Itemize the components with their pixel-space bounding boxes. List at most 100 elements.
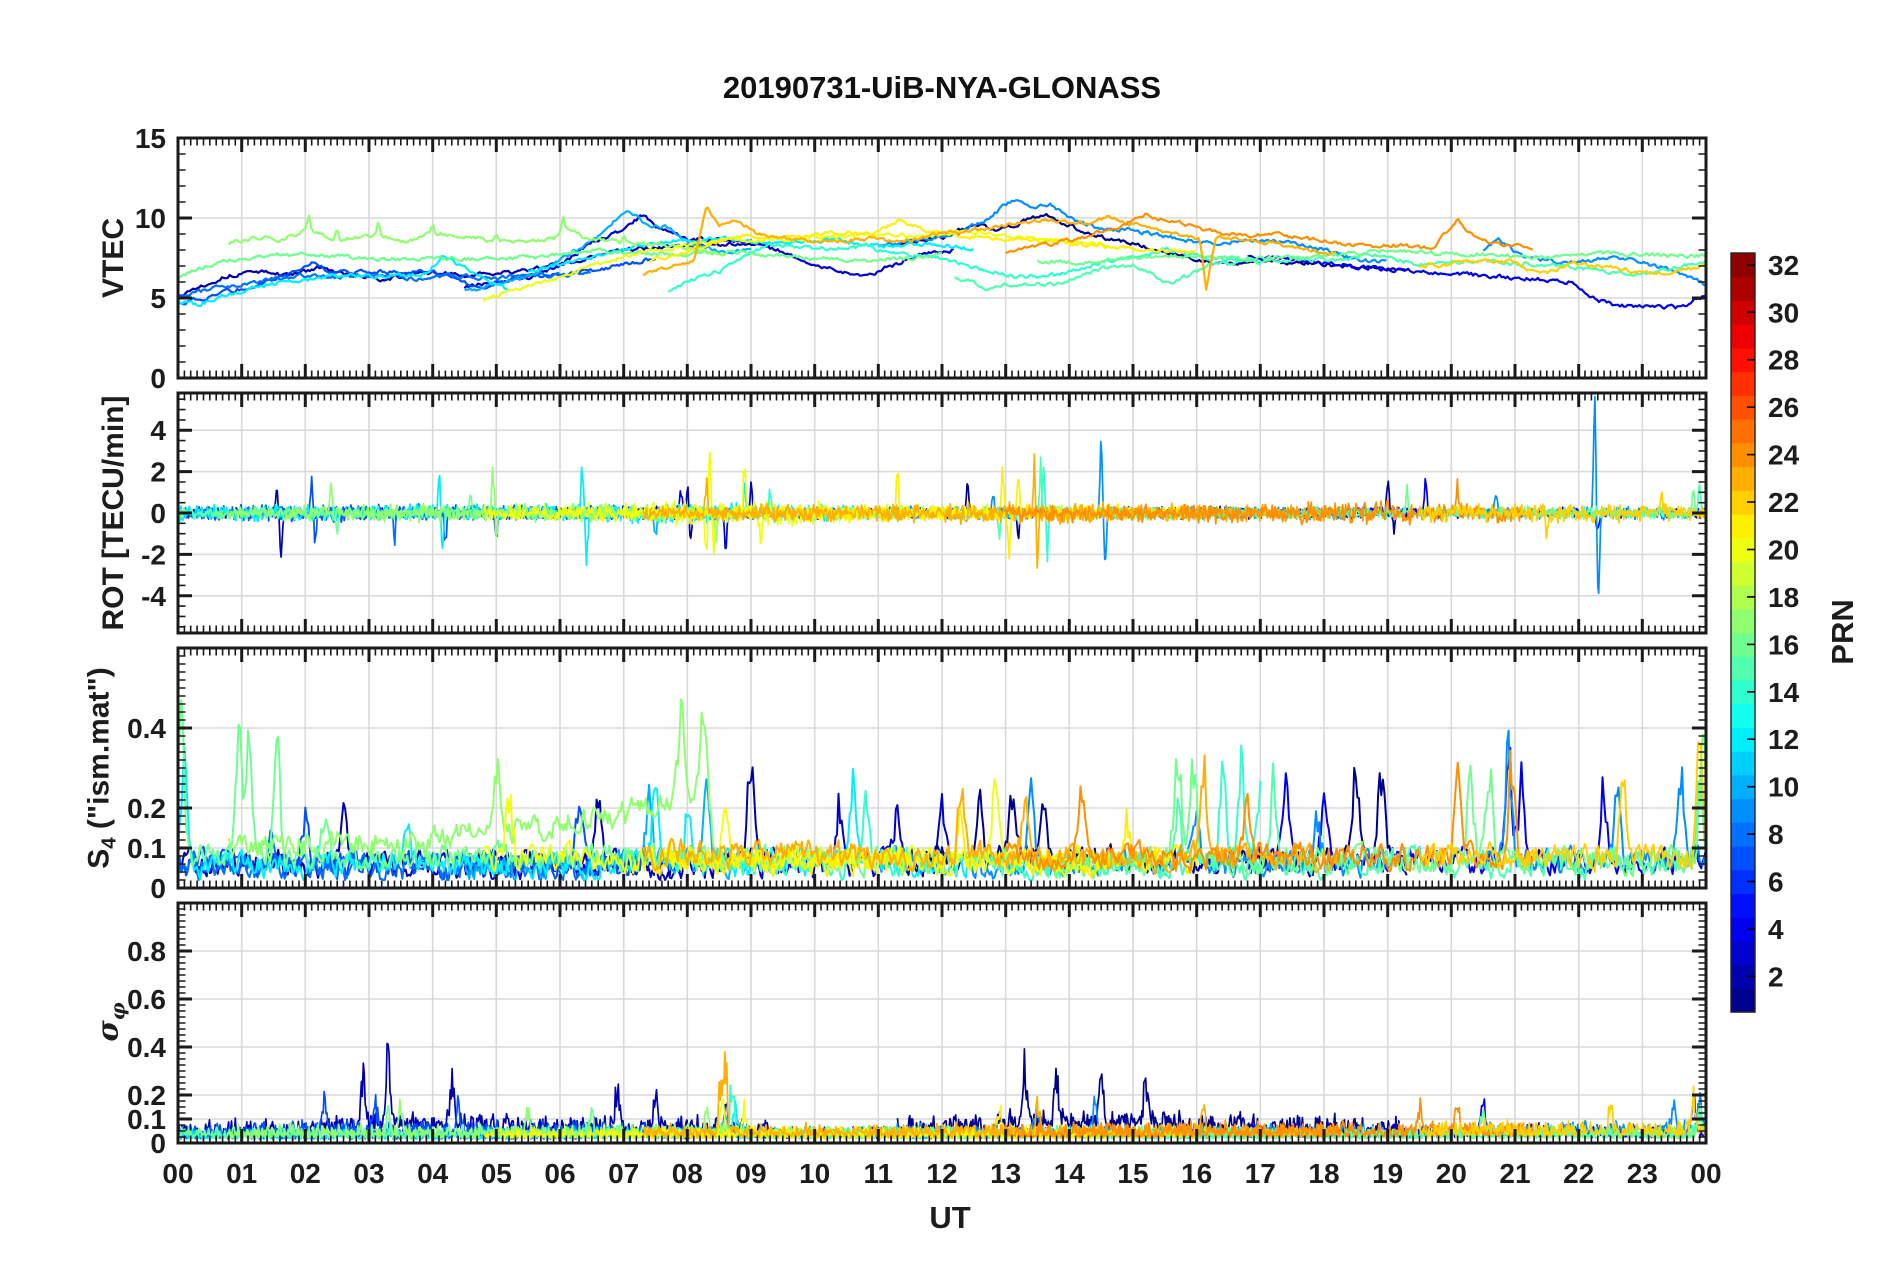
ytick-label: 10 xyxy=(135,203,166,234)
major-ticks xyxy=(176,394,1708,632)
trace-prn9 xyxy=(1482,237,1706,287)
ytick-label: 0.8 xyxy=(127,936,166,967)
ylabel-sigma-sub: φ xyxy=(105,1002,130,1021)
xtick-label: 03 xyxy=(353,1158,384,1189)
colorbar-band xyxy=(1731,466,1755,491)
xtick-label: 12 xyxy=(926,1158,957,1189)
trace-prn23 xyxy=(641,754,1338,875)
minor-ticks xyxy=(179,139,1705,377)
ylabel-sigma-pre: σ xyxy=(90,1020,125,1042)
ytick-label: 0.1 xyxy=(127,1104,166,1135)
colorbar-tick-label: 30 xyxy=(1768,297,1799,328)
ytick-label: 0 xyxy=(150,498,166,529)
xtick-label: 21 xyxy=(1499,1158,1530,1189)
trace-prn10 xyxy=(464,210,752,292)
panel-sigma_phi: 00.10.2 0.4 0.6 0.8 00 01 02 03 04 05 06 07 08 09 10 11… xyxy=(127,901,1722,1189)
colorbar-tick-label: 14 xyxy=(1768,677,1800,708)
trace-prn22 xyxy=(1418,1085,1706,1138)
ytick-label: -4 xyxy=(141,581,166,612)
gridlines xyxy=(178,903,1706,1143)
colorbar-band xyxy=(1731,703,1755,728)
xtick-label: 02 xyxy=(290,1158,321,1189)
trace-prn16 xyxy=(178,247,943,279)
ytick-label: 0.2 xyxy=(127,1080,166,1111)
trace-prn20 xyxy=(482,451,1108,556)
ytick-label: 15 xyxy=(135,123,166,154)
xtick-label: 06 xyxy=(544,1158,575,1189)
ylabel-s4-pre: S xyxy=(82,848,116,869)
ytick-label: 0.1 xyxy=(127,833,166,864)
ytick-label: 2 xyxy=(150,457,166,488)
colorbar-band xyxy=(1731,324,1755,349)
ytick-label: -2 xyxy=(141,539,166,570)
colorbar-tick-label: 2 xyxy=(1768,961,1784,992)
colorbar-tick-label: 18 xyxy=(1768,582,1799,613)
colorbar-band xyxy=(1731,751,1755,776)
panel-border xyxy=(176,646,1708,890)
colorbar-band xyxy=(1731,608,1755,634)
ytick-label: 5 xyxy=(150,283,166,314)
trace-prn8 xyxy=(178,829,593,881)
trace-prn4 xyxy=(1247,254,1706,310)
colorbar-band xyxy=(1731,371,1755,396)
ytick-label: 0.6 xyxy=(127,984,166,1015)
colorbar-band xyxy=(1731,988,1755,1013)
colorbar-border xyxy=(1730,252,1756,1013)
xtick-label: 17 xyxy=(1245,1158,1276,1189)
trace-prn1 xyxy=(896,1047,1408,1139)
colorbar-band xyxy=(1731,561,1755,586)
xtick-label: 16 xyxy=(1181,1158,1212,1189)
panel-rot: -4 -2 0 2 4 xyxy=(141,391,1708,635)
xtick-label: 04 xyxy=(417,1158,449,1189)
xtick-label: 00 xyxy=(1690,1158,1721,1189)
ytick-label: 0 xyxy=(150,873,166,904)
colorbar-band xyxy=(1731,893,1755,918)
chart-title: 20190731-UiB-NYA-GLONASS xyxy=(722,70,1162,105)
trace-prn24 xyxy=(1005,212,1534,255)
panel-border xyxy=(176,136,1708,380)
trace-prn22 xyxy=(1419,741,1706,873)
minor-ticks xyxy=(179,904,1705,1142)
ytick-label: 0 xyxy=(150,1128,166,1159)
traces-s4 xyxy=(178,698,1706,881)
colorbar-tick-label: 10 xyxy=(1768,772,1799,803)
trace-prn12 xyxy=(178,254,510,308)
trace-prn2 xyxy=(178,1042,771,1139)
ylabel-vtec-text: VTEC xyxy=(97,217,130,299)
ylabel-s4: S4 ("ism.mat") xyxy=(83,667,122,869)
trace-prn23 xyxy=(642,453,1337,569)
xtick-label: 11 xyxy=(863,1158,893,1189)
major-ticks xyxy=(176,904,1708,1145)
trace-prn17 xyxy=(227,698,727,869)
trace-prn15 xyxy=(954,252,1706,292)
xtick-label: 14 xyxy=(1054,1158,1086,1189)
major-ticks xyxy=(176,649,1708,890)
colorbar-tick-label: 20 xyxy=(1768,535,1799,566)
xtick-label: 13 xyxy=(990,1158,1021,1189)
xlabel-ut: UT xyxy=(929,1200,971,1235)
trace-prn21 xyxy=(648,218,1196,264)
ytick-label: 0.2 xyxy=(127,793,166,824)
ylabel-s4-sub: 4 xyxy=(98,837,121,849)
trace-prn9 xyxy=(1482,395,1706,595)
ylabel-sigma-phi: σφ xyxy=(91,1002,130,1041)
colorbar-tick-label: 22 xyxy=(1768,487,1799,518)
colorbar-tick-label: 28 xyxy=(1768,345,1799,376)
xtick-label: 09 xyxy=(735,1158,766,1189)
minor-ticks xyxy=(179,394,1705,632)
ylabel-s4-post: ("ism.mat") xyxy=(82,667,116,838)
trace-prn16 xyxy=(1036,248,1706,267)
trace-prn23 xyxy=(642,206,1337,291)
colorbar-band xyxy=(1731,940,1755,966)
colorbar-tick-label: 32 xyxy=(1768,250,1799,281)
xtick-label: 01 xyxy=(226,1158,257,1189)
xtick-label: 18 xyxy=(1308,1158,1339,1189)
colorbar-tick-label: 8 xyxy=(1768,819,1784,850)
trace-prn17 xyxy=(227,214,726,257)
colorbar-band xyxy=(1731,798,1755,823)
minor-ticks xyxy=(179,649,1705,887)
panel-vtec: 0 5 10 15 xyxy=(135,123,1708,394)
xtick-label: 19 xyxy=(1372,1158,1403,1189)
